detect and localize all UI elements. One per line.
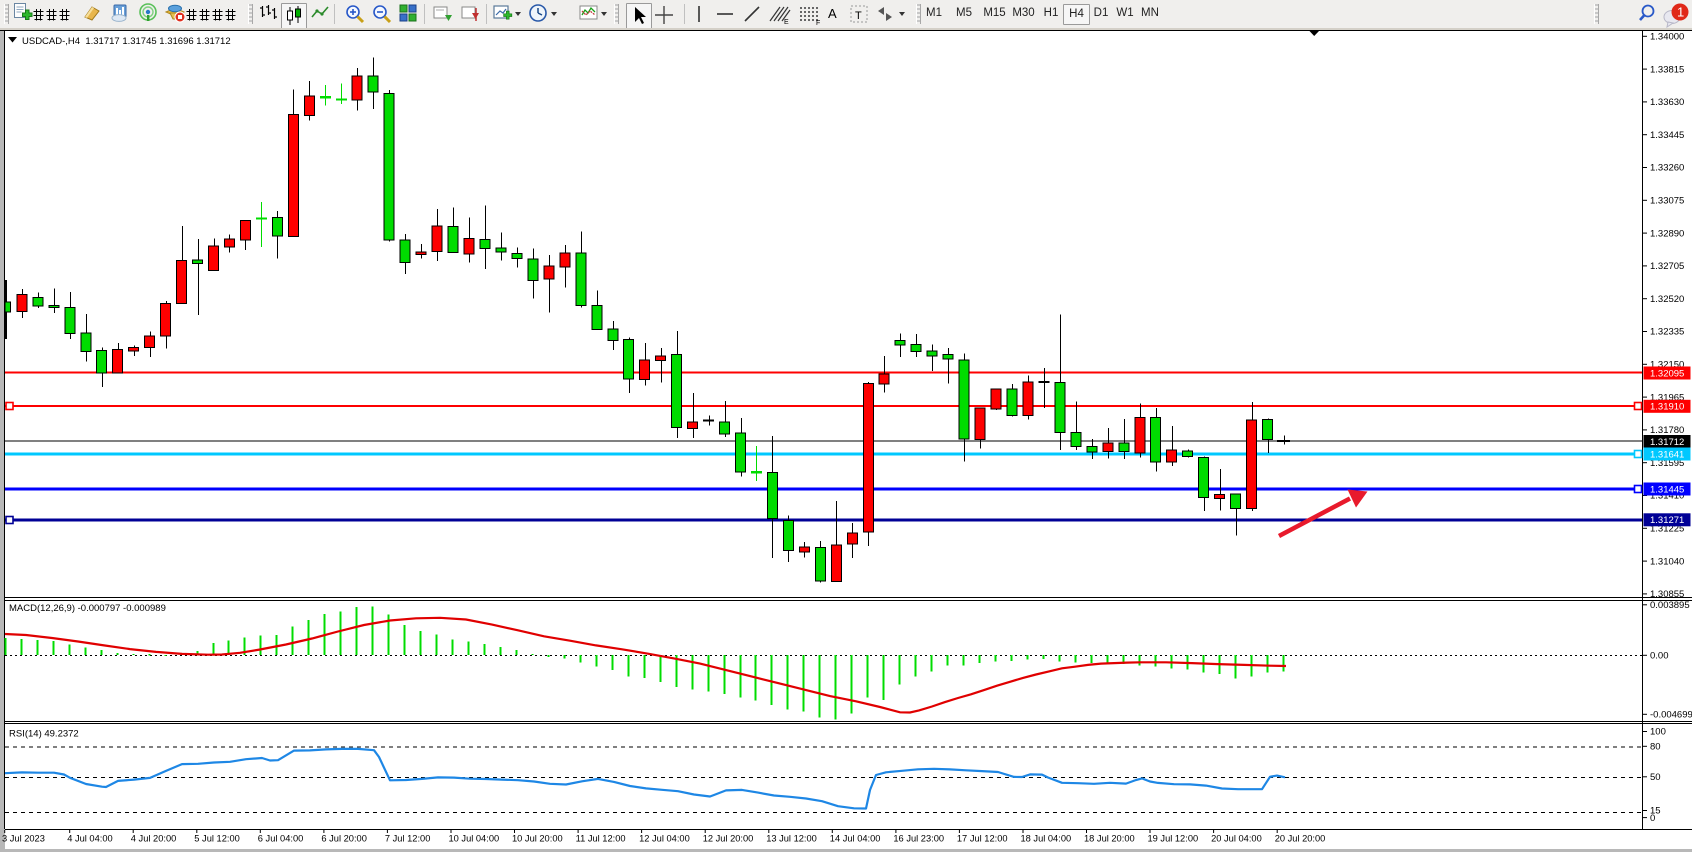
svg-text:17 Jul 12:00: 17 Jul 12:00 — [957, 834, 1008, 844]
svg-text:19 Jul 12:00: 19 Jul 12:00 — [1148, 834, 1199, 844]
svg-text:1.32095: 1.32095 — [1650, 368, 1684, 379]
svg-text:T: T — [855, 10, 862, 22]
svg-text:E: E — [784, 19, 789, 26]
svg-text:1.31595: 1.31595 — [1650, 458, 1684, 469]
svg-text:20 Jul 04:00: 20 Jul 04:00 — [1211, 834, 1262, 844]
svg-text:1.33630: 1.33630 — [1650, 97, 1684, 108]
svg-text:1.33445: 1.33445 — [1650, 130, 1684, 141]
svg-text:6 Jul 04:00: 6 Jul 04:00 — [258, 834, 304, 844]
svg-text:1.31780: 1.31780 — [1650, 425, 1684, 436]
svg-text:10 Jul 04:00: 10 Jul 04:00 — [449, 834, 500, 844]
svg-text:11 Jul 12:00: 11 Jul 12:00 — [576, 834, 626, 844]
svg-text:18 Jul 20:00: 18 Jul 20:00 — [1084, 834, 1135, 844]
svg-text:20 Jul 20:00: 20 Jul 20:00 — [1275, 834, 1326, 844]
svg-text:1.31712: 1.31712 — [1650, 437, 1684, 448]
svg-text:10 Jul 20:00: 10 Jul 20:00 — [512, 834, 563, 844]
svg-text:1.31410: 1.31410 — [1650, 491, 1684, 502]
svg-text:7 Jul 12:00: 7 Jul 12:00 — [385, 834, 431, 844]
svg-text:3 Jul 2023: 3 Jul 2023 — [2, 834, 45, 844]
svg-text:18 Jul 04:00: 18 Jul 04:00 — [1021, 834, 1072, 844]
svg-text:1.31965: 1.31965 — [1650, 392, 1684, 403]
svg-text:0.003895: 0.003895 — [1650, 600, 1690, 611]
svg-text:0: 0 — [1650, 813, 1655, 824]
svg-text:1.31271: 1.31271 — [1650, 515, 1684, 526]
svg-text:MACD(12,26,9) -0.000797 -0.000: MACD(12,26,9) -0.000797 -0.000989 — [9, 603, 166, 614]
svg-text:12 Jul 04:00: 12 Jul 04:00 — [639, 834, 690, 844]
svg-text:16 Jul 23:00: 16 Jul 23:00 — [893, 834, 944, 844]
svg-text:1.31641: 1.31641 — [1650, 449, 1684, 460]
svg-text:1.32890: 1.32890 — [1650, 228, 1684, 239]
svg-text:1.31910: 1.31910 — [1650, 402, 1684, 413]
svg-text:1.34000: 1.34000 — [1650, 32, 1684, 43]
svg-text:1.32520: 1.32520 — [1650, 294, 1684, 305]
svg-text:USDCAD-,H4 1.31717 1.31745 1.: USDCAD-,H4 1.31717 1.31745 1.31696 1.317… — [22, 36, 231, 47]
svg-text:1.32335: 1.32335 — [1650, 327, 1684, 338]
svg-text:12 Jul 20:00: 12 Jul 20:00 — [703, 834, 754, 844]
svg-text:6 Jul 20:00: 6 Jul 20:00 — [321, 834, 367, 844]
svg-text:1.33815: 1.33815 — [1650, 64, 1684, 75]
svg-text:0.00: 0.00 — [1650, 651, 1669, 662]
svg-text:14 Jul 04:00: 14 Jul 04:00 — [830, 834, 881, 844]
svg-text:4 Jul 04:00: 4 Jul 04:00 — [67, 834, 113, 844]
svg-text:50: 50 — [1650, 772, 1661, 783]
svg-text:-0.004699: -0.004699 — [1650, 710, 1692, 721]
svg-text:F: F — [816, 20, 820, 27]
svg-text:80: 80 — [1650, 742, 1661, 753]
svg-text:4 Jul 20:00: 4 Jul 20:00 — [131, 834, 177, 844]
svg-text:100: 100 — [1650, 727, 1666, 738]
svg-text:1.31040: 1.31040 — [1650, 556, 1684, 567]
svg-text:1.33260: 1.33260 — [1650, 163, 1684, 174]
svg-text:RSI(14) 49.2372: RSI(14) 49.2372 — [9, 729, 79, 740]
svg-text:1: 1 — [1677, 5, 1684, 20]
svg-text:1.30855: 1.30855 — [1650, 589, 1684, 600]
svg-text:13 Jul 12:00: 13 Jul 12:00 — [766, 834, 817, 844]
svg-text:1.31225: 1.31225 — [1650, 524, 1684, 535]
svg-text:1.32150: 1.32150 — [1650, 360, 1684, 371]
svg-text:5 Jul 12:00: 5 Jul 12:00 — [194, 834, 240, 844]
svg-text:15: 15 — [1650, 806, 1661, 817]
svg-text:1.33075: 1.33075 — [1650, 196, 1684, 207]
svg-text:1.31445: 1.31445 — [1650, 484, 1684, 495]
svg-text:1.32705: 1.32705 — [1650, 261, 1684, 272]
